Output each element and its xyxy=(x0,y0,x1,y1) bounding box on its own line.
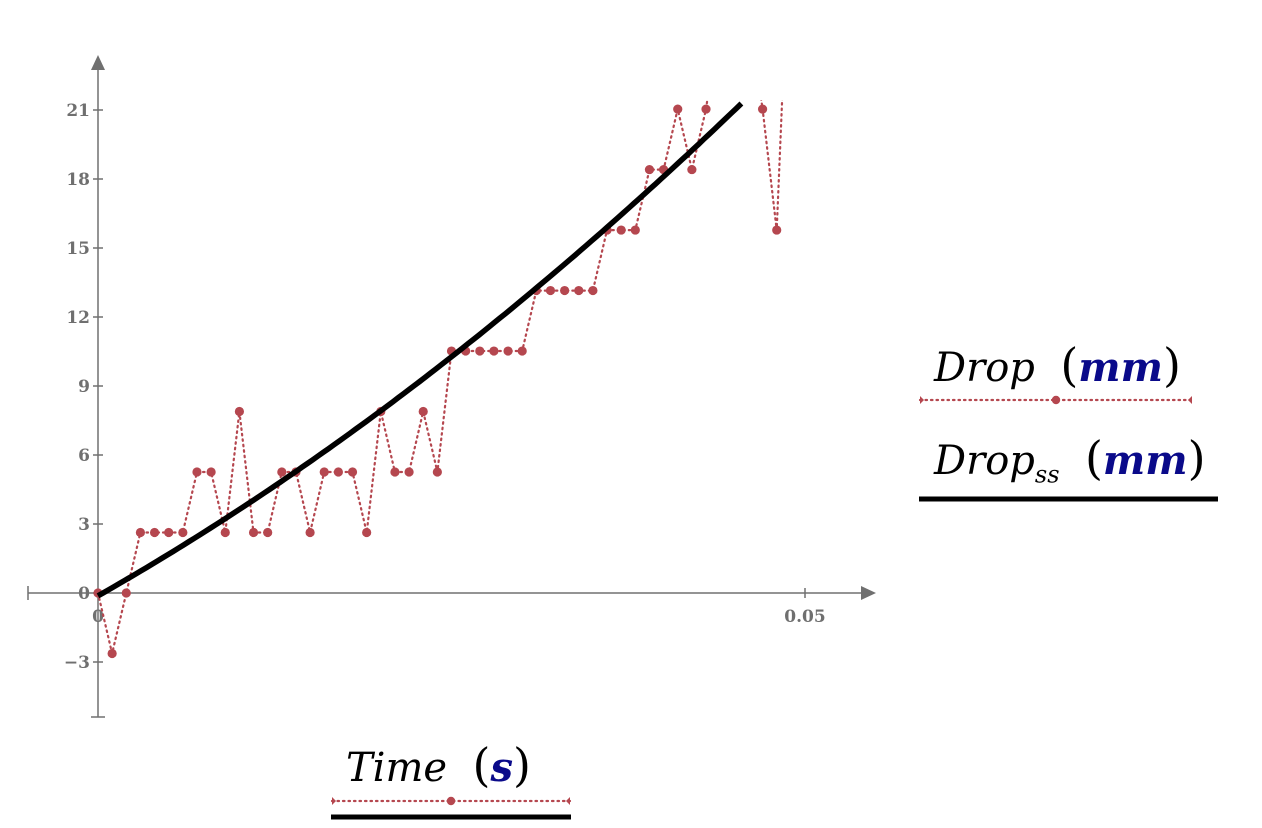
data-point xyxy=(319,467,329,477)
drop-ss-curve xyxy=(96,101,744,599)
series-drop xyxy=(93,100,784,659)
x-tick-label: 0 xyxy=(92,607,104,627)
data-point xyxy=(234,406,244,417)
legend-marker xyxy=(1051,395,1061,405)
data-point xyxy=(305,527,315,538)
data-point xyxy=(107,648,117,659)
axes: −3 0 3 6 9 12 15 18 21 0 0.05 xyxy=(27,55,876,718)
data-point xyxy=(673,104,683,114)
data-point xyxy=(757,104,768,114)
data-point xyxy=(517,346,527,356)
data-point xyxy=(489,346,499,356)
data-point xyxy=(121,588,131,598)
y-axis-arrow-icon xyxy=(91,55,105,70)
data-point xyxy=(149,527,160,538)
y-tick-label: 9 xyxy=(78,377,90,397)
data-point xyxy=(701,104,711,114)
legend-marker xyxy=(446,796,456,806)
data-point xyxy=(574,285,584,296)
legend-end-cap xyxy=(1188,396,1192,404)
legend-var: Drop xyxy=(934,438,1035,484)
legend-unit: mm xyxy=(1078,344,1163,391)
data-point xyxy=(333,467,343,477)
y-tick-label: 12 xyxy=(66,308,90,328)
data-point xyxy=(418,406,428,417)
data-point xyxy=(263,527,273,538)
x-tick-label: 0.05 xyxy=(784,607,825,627)
data-point xyxy=(545,285,556,296)
data-point xyxy=(630,225,640,235)
data-point xyxy=(135,527,146,538)
legend-unit: mm xyxy=(1102,437,1188,484)
data-point xyxy=(248,527,259,538)
data-point xyxy=(404,467,414,477)
legend-var: Drop xyxy=(934,345,1035,391)
data-point xyxy=(192,467,202,477)
y-tick-label: 6 xyxy=(78,446,90,466)
y-tick-label: 15 xyxy=(66,239,90,259)
data-point xyxy=(178,527,188,538)
data-point xyxy=(616,225,626,235)
data-point xyxy=(362,527,372,538)
data-point xyxy=(560,285,570,296)
data-point xyxy=(390,467,400,477)
data-point xyxy=(220,527,230,538)
data-point xyxy=(206,467,216,477)
data-point xyxy=(432,467,442,477)
x-axis-arrow-icon xyxy=(861,586,876,600)
data-point xyxy=(503,346,513,356)
data-point xyxy=(772,225,782,235)
data-point xyxy=(687,164,697,175)
data-point xyxy=(164,527,174,538)
data-point xyxy=(277,467,287,477)
legend-end-cap xyxy=(566,797,570,805)
data-point xyxy=(644,164,655,175)
x-axis-unit: s xyxy=(490,744,513,791)
data-point xyxy=(347,467,358,477)
x-axis-label: Time (s) xyxy=(346,738,531,792)
legend-end-cap xyxy=(332,797,336,805)
data-point xyxy=(475,346,485,356)
legend-swatches xyxy=(330,395,1218,820)
legend-item-drop-ss: Dropss (mm) xyxy=(934,431,1206,489)
x-axis-var: Time xyxy=(346,745,448,791)
series-drop-ss xyxy=(96,101,744,599)
legend-subscript: ss xyxy=(1034,460,1060,489)
legend-end-cap xyxy=(920,396,924,404)
legend-item-drop: Drop (mm) xyxy=(934,338,1181,392)
y-tick-label: 21 xyxy=(66,101,90,121)
y-tick-label: 18 xyxy=(66,170,90,190)
y-tick-label: 0 xyxy=(78,584,90,604)
data-point xyxy=(588,285,598,296)
y-tick-label: 3 xyxy=(78,515,90,535)
drop-dotted-line xyxy=(96,100,784,654)
y-tick-label: −3 xyxy=(64,653,90,673)
